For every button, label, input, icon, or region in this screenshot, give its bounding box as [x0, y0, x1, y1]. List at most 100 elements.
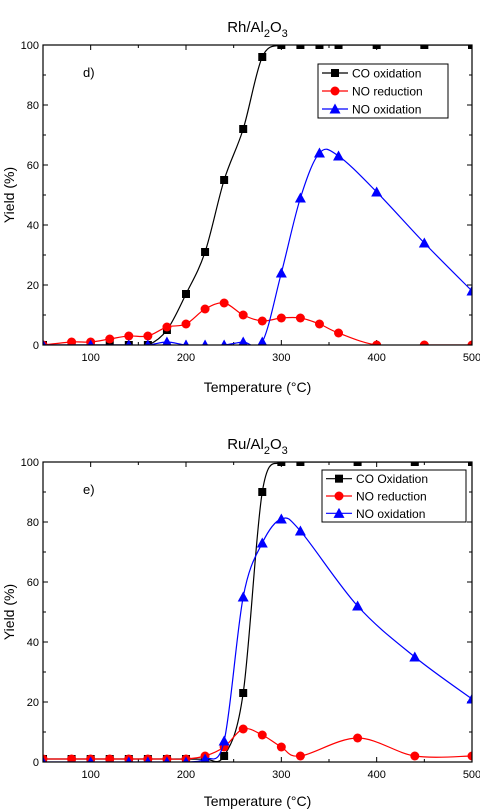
data-point: [258, 488, 267, 496]
data-point: [296, 45, 305, 49]
data-point: [220, 752, 229, 760]
data-point: [202, 339, 209, 345]
data-point: [313, 147, 325, 158]
x-axis-label: Temperature (°C): [204, 379, 312, 395]
data-point: [87, 756, 94, 762]
data-point: [418, 237, 430, 248]
data-point: [277, 45, 286, 49]
data-point: [409, 651, 421, 662]
chart-panel-1: Rh/Al2O3 100 200 300 400 500 0 20 40 60 80 100 Tempe…: [1, 19, 480, 395]
data-point: [238, 336, 248, 345]
data-point: [238, 310, 248, 320]
chart-panel-2: Ru/Al2O3 100 200 300 400 500 0 20 40 60 80 100 Tempe…: [1, 436, 480, 809]
y-axis-label: Yield (%): [1, 584, 17, 640]
data-point: [144, 756, 151, 762]
data-point: [239, 125, 248, 133]
x-tick-label: 200: [177, 769, 195, 781]
data-point: [43, 756, 47, 762]
y-tick-label: 80: [27, 100, 39, 112]
legend: CO oxidation NO reduction NO oxidation: [317, 63, 449, 119]
data-point: [87, 339, 94, 345]
data-point: [410, 751, 420, 761]
x-tick-label: 300: [272, 769, 290, 781]
legend-marker: [329, 103, 341, 114]
plot-area: [43, 45, 472, 345]
data-point: [353, 462, 362, 466]
data-point: [419, 340, 429, 345]
data-point: [143, 331, 153, 341]
data-point: [144, 339, 151, 345]
data-point: [257, 730, 267, 740]
data-point: [258, 53, 267, 61]
data-point: [296, 462, 305, 466]
data-point: [257, 316, 267, 326]
y-tick-label: 80: [27, 517, 39, 529]
data-point: [239, 689, 248, 697]
legend-label: CO Oxidation: [356, 472, 428, 486]
series-triangle-3: [43, 147, 472, 345]
data-point: [43, 339, 47, 345]
data-point: [162, 336, 172, 345]
y-tick-label: 60: [27, 577, 39, 589]
y-tick-label: 40: [27, 220, 39, 232]
data-point: [352, 600, 364, 611]
y-tick-label: 40: [27, 637, 39, 649]
data-point: [468, 45, 472, 49]
data-point: [276, 742, 286, 752]
legend-marker: [335, 474, 343, 483]
legend-label: NO reduction: [356, 490, 427, 504]
series-circle-2: [43, 298, 472, 345]
series-line: [43, 148, 472, 345]
x-tick-label: 100: [81, 769, 99, 781]
data-point: [420, 45, 429, 49]
y-tick-label: 20: [27, 697, 39, 709]
y-tick-label: 100: [21, 40, 39, 52]
y-tick-label: 0: [33, 757, 39, 769]
y-tick-label: 20: [27, 280, 39, 292]
data-point: [182, 290, 190, 298]
data-point: [124, 331, 134, 341]
series-triangle-3: [43, 513, 472, 762]
data-point: [67, 337, 77, 345]
data-point: [333, 150, 345, 161]
data-point: [277, 462, 286, 466]
data-point: [162, 322, 172, 332]
data-point: [466, 285, 472, 296]
data-point: [295, 313, 305, 323]
data-point: [410, 462, 419, 466]
x-tick-label: 400: [367, 769, 385, 781]
data-point: [181, 319, 191, 329]
series-circle-2: [43, 724, 472, 762]
x-axis-label: Temperature (°C): [204, 793, 312, 809]
legend-label: NO oxidation: [352, 103, 421, 117]
legend-label: NO oxidation: [356, 507, 425, 521]
legend-marker: [334, 491, 344, 501]
data-point: [218, 735, 230, 746]
legend-marker: [330, 86, 340, 96]
data-point: [238, 724, 248, 734]
data-point: [467, 340, 472, 345]
x-tick-label: 500: [463, 352, 480, 364]
data-point: [295, 751, 305, 761]
data-point: [182, 339, 190, 345]
legend-label: NO reduction: [352, 85, 423, 99]
data-point: [315, 45, 324, 49]
plot-area: [43, 462, 472, 762]
data-point: [294, 525, 306, 536]
data-point: [237, 591, 249, 602]
data-point: [275, 267, 287, 278]
panel-label: e): [83, 482, 95, 497]
data-point: [257, 336, 267, 345]
data-point: [200, 304, 210, 314]
y-tick-label: 100: [21, 457, 39, 469]
data-point: [163, 756, 170, 762]
data-point: [256, 537, 268, 548]
data-point: [201, 248, 210, 256]
legend: CO Oxidation NO reduction NO oxidation: [321, 469, 467, 523]
data-point: [105, 754, 115, 762]
legend-label: CO oxidation: [352, 67, 421, 81]
legend-marker: [331, 69, 339, 77]
data-point: [200, 753, 210, 762]
data-point: [220, 176, 229, 184]
